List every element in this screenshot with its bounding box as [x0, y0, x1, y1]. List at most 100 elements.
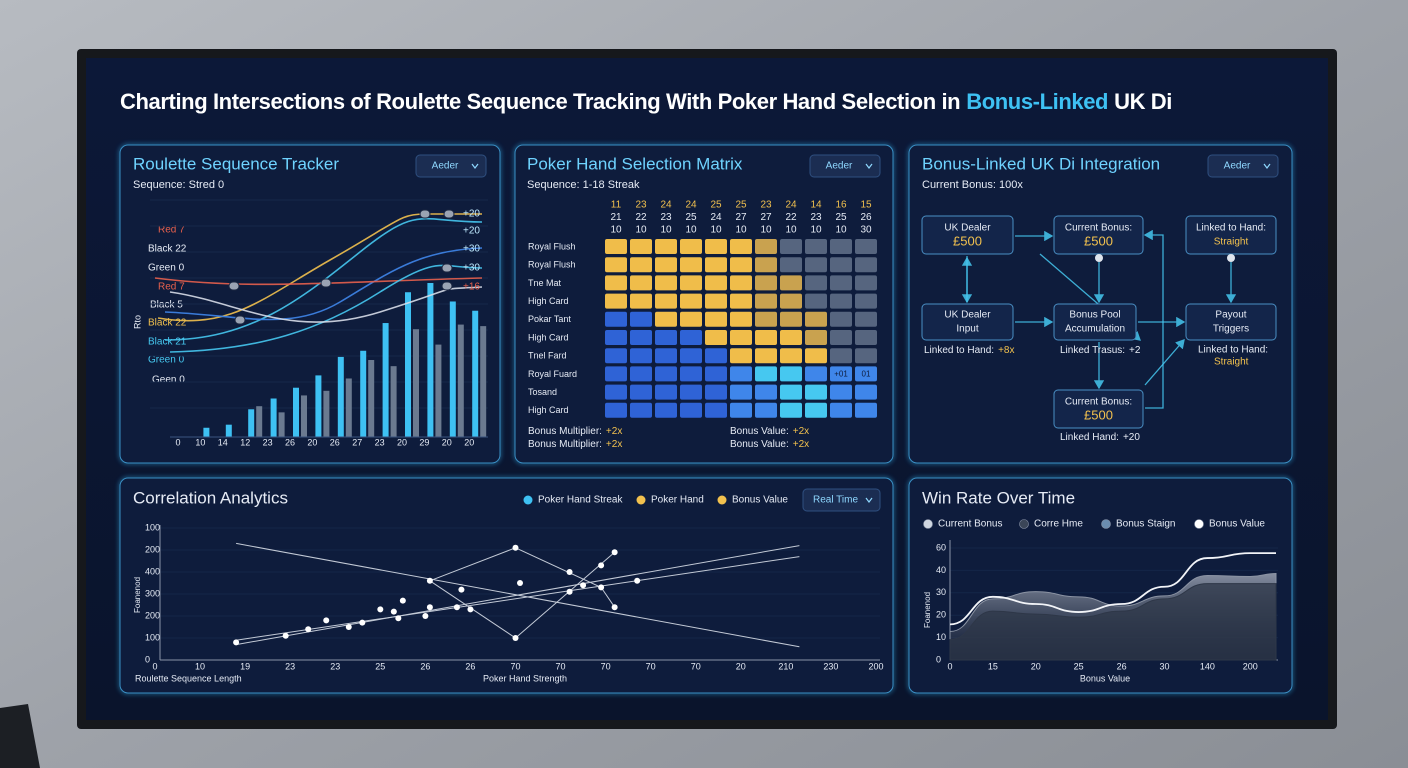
- matrix-footer: Bonus Value: +2x: [730, 426, 809, 437]
- flow-caption-text: Linked Hand:: [1060, 432, 1119, 443]
- matrix-cell: [730, 275, 752, 291]
- row-label: Pokar Tant: [528, 314, 571, 324]
- trend-line: [236, 556, 800, 641]
- bar: [368, 360, 375, 437]
- legend-swatch: [1194, 519, 1204, 529]
- matrix-cell: [655, 402, 677, 418]
- column-header: 25: [710, 200, 722, 211]
- scatter-point: [611, 604, 618, 611]
- row-label: Tosand: [528, 387, 557, 397]
- column-header: 24: [685, 200, 697, 211]
- panel-title: Win Rate Over Time: [922, 488, 1075, 507]
- axis-title: Foanenod: [923, 592, 932, 628]
- y-tick-label: 0: [145, 654, 150, 664]
- matrix-cell: [605, 330, 627, 345]
- flow-node-label: Linked to Hand:: [1196, 223, 1266, 234]
- row-label: Royal Fuard: [528, 369, 577, 379]
- bar: [405, 292, 411, 437]
- matrix-cell: [730, 293, 752, 309]
- row-label: Tnel Fard: [528, 351, 567, 361]
- column-header: 10: [760, 225, 772, 236]
- matrix-cell: [805, 311, 827, 327]
- column-header: 24: [710, 212, 722, 223]
- sequence-label: Red 7: [158, 225, 185, 236]
- matrix-cell: [830, 402, 852, 418]
- column-header: 10: [685, 225, 697, 236]
- flow-node-label: Current Bonus:: [1065, 397, 1132, 408]
- dropdown-caret: [471, 163, 479, 169]
- dropdown-label: Aeder: [1224, 161, 1251, 172]
- column-header: 11: [611, 200, 622, 211]
- matrix-footer-text: Bonus Value:: [730, 439, 789, 450]
- matrix-cell: [680, 384, 702, 400]
- dropdown-button: [1207, 154, 1279, 178]
- x-tick-label: 23: [285, 661, 295, 671]
- scatter-point: [566, 588, 573, 595]
- sequence-label: Geen 0: [152, 375, 185, 386]
- legend-swatch: [636, 495, 646, 505]
- matrix-cell: [605, 275, 627, 291]
- sequence-label: Green 0: [148, 355, 185, 366]
- matrix-cell: [805, 348, 827, 364]
- x-tick-label: 26: [465, 661, 475, 671]
- matrix-cell: [855, 293, 877, 309]
- legend-swatch: [1101, 519, 1111, 529]
- scatter-point: [512, 635, 519, 641]
- column-header: 15: [860, 200, 872, 211]
- flow-caption-value: +8x: [998, 345, 1014, 356]
- matrix-cell: [705, 257, 727, 273]
- flow-node: [921, 215, 1014, 255]
- flow-joint: [1095, 254, 1103, 262]
- y-tick-label: 400: [145, 566, 160, 576]
- matrix-footer-value: +2x: [793, 426, 809, 437]
- axis-title: Bonus Value: [1080, 673, 1130, 683]
- curve-node: [234, 315, 246, 325]
- x-tick-label: 210: [778, 661, 793, 671]
- column-header: 24: [660, 200, 672, 211]
- column-header: 25: [835, 212, 847, 223]
- x-tick-label: 200: [1243, 661, 1258, 671]
- matrix-cell: [780, 293, 802, 309]
- matrix-cell: [805, 330, 827, 345]
- y-tick-label: 300: [145, 588, 160, 598]
- sequence-delta: +20: [463, 226, 480, 237]
- matrix-cell: [780, 348, 802, 364]
- legend-label: Bonus Value: [1209, 519, 1265, 530]
- legend-swatch: [523, 495, 533, 505]
- scatter-point: [458, 586, 465, 593]
- flow-node-value: £500: [1084, 407, 1113, 422]
- matrix-cell: [605, 239, 627, 254]
- legend-label: Bonus Value: [732, 495, 788, 506]
- matrix-cell: [780, 402, 802, 418]
- curve-node: [419, 209, 431, 219]
- x-tick-label: 10: [195, 437, 205, 447]
- x-tick-label: 20: [397, 437, 407, 447]
- dropdown-button: [809, 154, 881, 178]
- matrix-cell: [730, 348, 752, 364]
- x-tick-label: 70: [510, 661, 520, 671]
- column-header: 16: [835, 200, 847, 211]
- flow-caption: Linked Trasus: +2: [1060, 345, 1141, 356]
- x-tick-label: 15: [988, 661, 998, 671]
- matrix-cell: [630, 293, 652, 309]
- matrix-cell: [705, 239, 727, 254]
- x-tick-label: 23: [263, 437, 273, 447]
- trend-curve: [164, 247, 483, 321]
- trend-curve: [157, 213, 482, 322]
- scatter-point: [467, 606, 474, 613]
- x-tick-label: 20: [442, 437, 452, 447]
- matrix-cell: [705, 275, 727, 291]
- scatter-point: [512, 544, 519, 551]
- bar: [480, 326, 487, 437]
- matrix-cell: [680, 239, 702, 254]
- matrix-cell: [655, 275, 677, 291]
- sequence-label: Black 22: [148, 318, 187, 329]
- y-tick-label: 30: [936, 587, 946, 597]
- matrix-cell: [805, 366, 827, 382]
- y-tick-label: 0: [936, 654, 941, 664]
- matrix-cell: [755, 402, 777, 418]
- flow-node-label: Bonus Pool: [1069, 310, 1120, 321]
- flow-node: [1053, 389, 1144, 429]
- matrix-cell: [630, 257, 652, 273]
